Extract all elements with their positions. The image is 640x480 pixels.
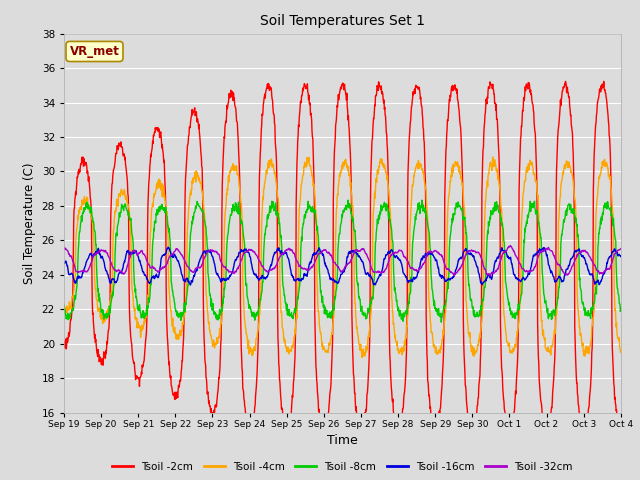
Tsoil -4cm [429,339,437,345]
Tsoil -16cm [164,244,172,250]
Tsoil -8cm [184,283,191,288]
Tsoil -4cm [184,219,191,225]
Tsoil -8cm [60,302,68,308]
Tsoil -8cm [170,299,178,305]
Y-axis label: Soil Temperature (C): Soil Temperature (C) [23,162,36,284]
Tsoil -8cm [552,307,559,313]
Tsoil -4cm [60,310,68,315]
Tsoil -4cm [358,355,366,360]
Tsoil -8cm [437,319,445,325]
Line: Tsoil -16cm: Tsoil -16cm [64,247,621,285]
Tsoil -2cm [502,423,509,429]
Tsoil -32cm [507,243,515,249]
Tsoil -4cm [617,349,625,355]
Tsoil -8cm [429,294,437,300]
Tsoil -16cm [617,253,625,259]
Tsoil -16cm [429,253,437,259]
Tsoil -2cm [246,433,254,439]
Title: Soil Temperatures Set 1: Soil Temperatures Set 1 [260,14,425,28]
Line: Tsoil -32cm: Tsoil -32cm [64,246,621,276]
Tsoil -2cm [429,423,437,429]
Tsoil -2cm [170,393,178,399]
Tsoil -32cm [429,249,436,255]
Tsoil -2cm [551,348,559,354]
Tsoil -16cm [502,249,510,255]
Tsoil -2cm [60,344,68,349]
Tsoil -16cm [247,258,255,264]
Tsoil -4cm [489,154,497,160]
X-axis label: Time: Time [327,434,358,447]
Tsoil -2cm [184,142,191,148]
Tsoil -4cm [502,332,510,337]
Tsoil -32cm [246,247,254,253]
Tsoil -16cm [187,282,195,288]
Tsoil -16cm [171,252,179,257]
Tsoil -2cm [562,78,570,84]
Tsoil -8cm [502,284,510,290]
Tsoil -32cm [502,249,509,255]
Line: Tsoil -4cm: Tsoil -4cm [64,157,621,358]
Legend: Tsoil -2cm, Tsoil -4cm, Tsoil -8cm, Tsoil -16cm, Tsoil -32cm: Tsoil -2cm, Tsoil -4cm, Tsoil -8cm, Tsoi… [108,457,577,476]
Tsoil -32cm [617,246,625,252]
Line: Tsoil -2cm: Tsoil -2cm [64,81,621,436]
Tsoil -16cm [184,279,192,285]
Tsoil -32cm [60,245,68,251]
Tsoil -8cm [246,303,254,309]
Line: Tsoil -8cm: Tsoil -8cm [64,200,621,322]
Tsoil -16cm [552,278,559,284]
Tsoil -32cm [184,264,191,269]
Tsoil -32cm [170,249,178,254]
Tsoil -4cm [552,325,559,331]
Tsoil -32cm [552,256,559,262]
Tsoil -16cm [60,261,68,266]
Tsoil -4cm [246,345,254,350]
Tsoil -2cm [246,428,254,433]
Tsoil -8cm [344,197,352,203]
Tsoil -2cm [617,429,625,435]
Tsoil -4cm [170,329,178,335]
Text: VR_met: VR_met [70,45,120,58]
Tsoil -32cm [486,273,494,279]
Tsoil -8cm [617,305,625,311]
